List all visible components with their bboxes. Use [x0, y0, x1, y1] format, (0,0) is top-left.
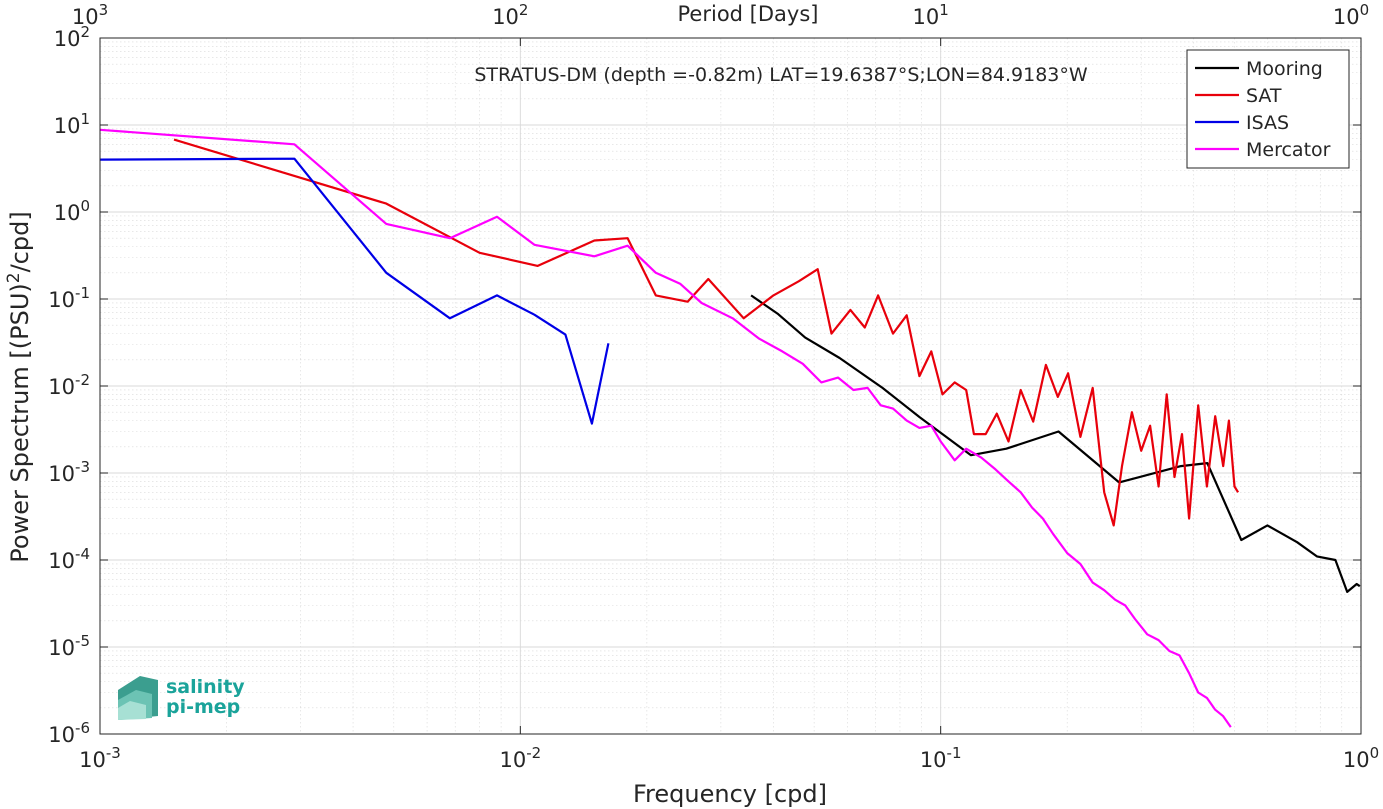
series-line-mercator	[99, 128, 1232, 728]
y-tick-label: 100	[54, 197, 90, 225]
chart-title: STRATUS-DM (depth =-0.82m) LAT=19.6387°S…	[474, 64, 1088, 86]
series-lines	[99, 128, 1361, 728]
x-tick-label: 10-1	[920, 744, 962, 772]
y-tick-label: 10-2	[48, 371, 90, 399]
y-tick-label: 10-6	[48, 719, 90, 747]
y-tick-label: 10-5	[48, 632, 90, 660]
x-axis-label: Frequency [cpd]	[633, 780, 827, 808]
top-axis-label: Period [Days]	[678, 2, 819, 26]
legend-label-isas: ISAS	[1246, 112, 1289, 134]
y-tick-label: 101	[54, 110, 90, 138]
y-axis-label: Power Spectrum [(PSU)2/cpd]	[4, 211, 34, 562]
y-tick-label: 10-4	[48, 545, 90, 573]
series-line-sat	[173, 138, 1240, 527]
top-tick-label: 102	[492, 1, 528, 29]
legend-label-mooring: Mooring	[1246, 58, 1323, 80]
x-tick-label: 10-2	[499, 744, 541, 772]
top-tick-label: 101	[913, 1, 949, 29]
series-line-mooring	[750, 294, 1361, 594]
top-tick-label: 100	[1333, 1, 1369, 29]
x-tick-label: 100	[1343, 744, 1379, 772]
top-tick-label: 103	[72, 1, 108, 29]
y-tick-label: 10-1	[48, 284, 90, 312]
logo-text-pi-mep: pi-mep	[166, 696, 240, 718]
legend-label-sat: SAT	[1246, 85, 1282, 107]
y-tick-label: 102	[54, 23, 90, 51]
logo-text-salinity: salinity	[166, 676, 245, 698]
x-tick-label: 10-3	[79, 744, 121, 772]
series-line-isas	[99, 157, 610, 425]
logo-wave-icon	[118, 676, 158, 720]
legend: Mooring SAT ISAS Mercator	[1186, 49, 1350, 169]
legend-label-mercator: Mercator	[1246, 139, 1331, 161]
y-tick-label: 10-3	[48, 458, 90, 486]
salinity-pi-mep-logo: salinity pi-mep	[118, 676, 245, 720]
